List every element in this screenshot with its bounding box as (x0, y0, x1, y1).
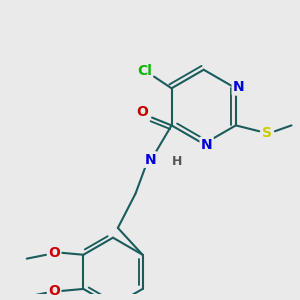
Text: H: H (172, 155, 183, 168)
Text: N: N (233, 80, 244, 94)
Text: Cl: Cl (137, 64, 152, 78)
Text: S: S (262, 126, 272, 140)
Text: O: O (48, 284, 60, 298)
Text: N: N (201, 138, 212, 152)
Text: N: N (144, 153, 156, 166)
Text: O: O (136, 105, 148, 119)
Text: O: O (48, 246, 60, 260)
